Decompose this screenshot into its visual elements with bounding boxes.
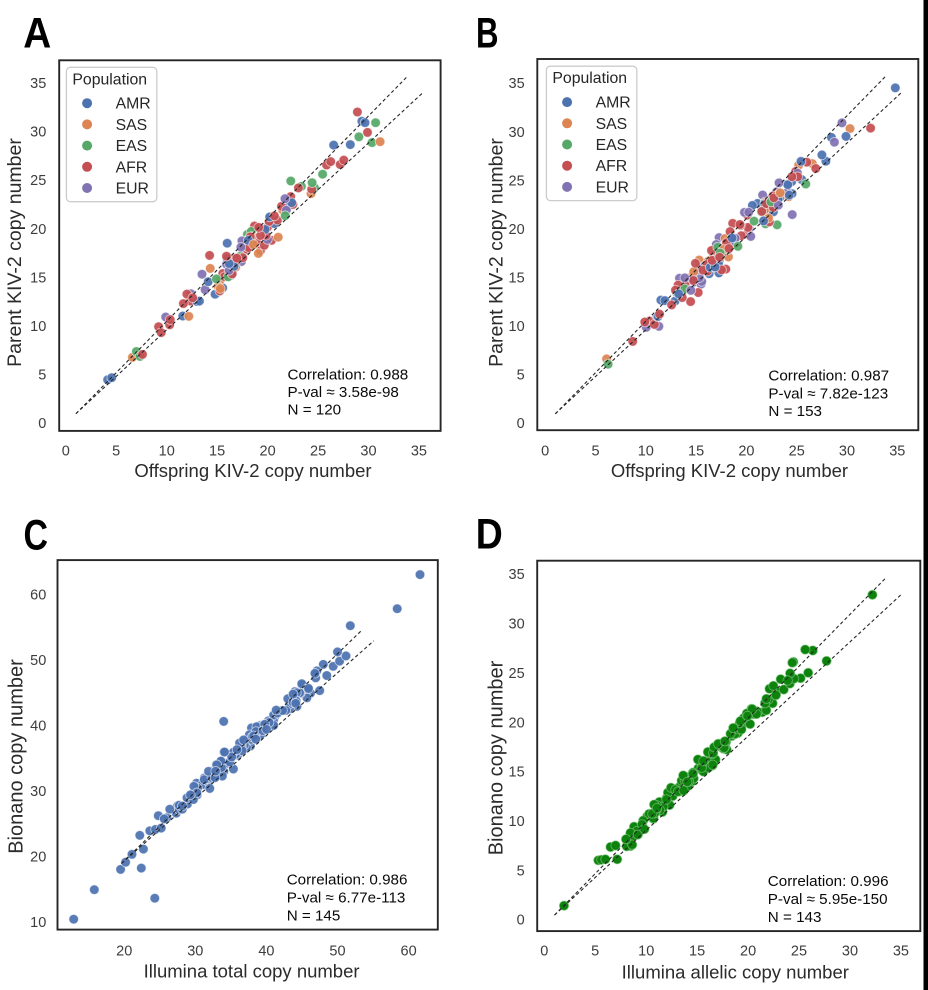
svg-text:Correlation: 0.996: Correlation: 0.996: [768, 873, 889, 890]
svg-text:Illumina total copy number: Illumina total copy number: [144, 961, 360, 982]
svg-text:20: 20: [509, 715, 525, 731]
svg-text:25: 25: [310, 443, 326, 459]
svg-text:20: 20: [116, 943, 132, 959]
svg-text:Correlation: 0.986: Correlation: 0.986: [287, 871, 408, 888]
svg-text:15: 15: [30, 270, 46, 286]
svg-text:35: 35: [893, 943, 909, 959]
svg-text:15: 15: [689, 943, 705, 959]
svg-text:5: 5: [591, 943, 599, 959]
svg-text:40: 40: [30, 719, 46, 735]
svg-text:0: 0: [541, 443, 549, 459]
svg-text:25: 25: [791, 943, 807, 959]
svg-text:AFR: AFR: [596, 158, 628, 175]
svg-text:Bionano copy number: Bionano copy number: [6, 659, 28, 854]
svg-text:SAS: SAS: [596, 116, 628, 133]
svg-text:60: 60: [30, 588, 46, 604]
svg-text:35: 35: [509, 76, 525, 92]
svg-text:20: 20: [30, 222, 46, 238]
svg-text:AFR: AFR: [116, 159, 148, 176]
svg-text:30: 30: [839, 443, 855, 459]
svg-text:SAS: SAS: [116, 117, 148, 134]
svg-text:40: 40: [258, 943, 274, 959]
svg-text:EUR: EUR: [596, 179, 629, 196]
svg-text:30: 30: [842, 943, 858, 959]
svg-text:10: 10: [638, 443, 654, 459]
svg-text:20: 20: [509, 222, 525, 238]
svg-text:50: 50: [329, 943, 345, 959]
svg-text:35: 35: [509, 567, 525, 583]
svg-text:15: 15: [509, 271, 525, 287]
svg-text:10: 10: [30, 915, 46, 931]
svg-text:D: D: [476, 511, 503, 559]
svg-text:25: 25: [509, 666, 525, 682]
svg-text:Population: Population: [552, 70, 627, 87]
svg-text:5: 5: [517, 863, 525, 879]
svg-text:35: 35: [30, 76, 46, 92]
svg-text:AMR: AMR: [116, 96, 151, 113]
svg-text:0: 0: [38, 416, 46, 432]
svg-text:30: 30: [509, 617, 525, 633]
svg-text:Correlation: 0.988: Correlation: 0.988: [288, 367, 409, 384]
svg-text:P-val ≈ 5.95e-150: P-val ≈ 5.95e-150: [768, 891, 888, 908]
svg-text:AMR: AMR: [596, 95, 631, 112]
svg-text:20: 20: [738, 443, 754, 459]
svg-text:10: 10: [638, 943, 654, 959]
svg-text:Bionano copy number: Bionano copy number: [486, 660, 508, 855]
svg-text:N = 153: N = 153: [768, 403, 822, 420]
svg-text:30: 30: [360, 443, 376, 459]
svg-text:35: 35: [889, 443, 905, 459]
svg-text:5: 5: [112, 443, 120, 459]
svg-text:P-val ≈ 3.58e-98: P-val ≈ 3.58e-98: [288, 384, 399, 401]
svg-text:N = 145: N = 145: [287, 907, 341, 924]
svg-text:15: 15: [688, 443, 704, 459]
svg-text:EUR: EUR: [116, 181, 149, 198]
svg-text:15: 15: [509, 765, 525, 781]
svg-text:Offspring KIV-2 copy number: Offspring KIV-2 copy number: [134, 460, 371, 481]
svg-text:25: 25: [30, 173, 46, 189]
svg-text:60: 60: [401, 943, 417, 959]
svg-text:0: 0: [517, 913, 525, 929]
svg-text:30: 30: [187, 943, 203, 959]
svg-text:0: 0: [517, 416, 525, 432]
svg-text:30: 30: [509, 125, 525, 141]
svg-text:20: 20: [740, 943, 756, 959]
svg-text:10: 10: [159, 443, 175, 459]
svg-text:30: 30: [30, 125, 46, 141]
svg-text:0: 0: [540, 943, 548, 959]
svg-text:10: 10: [30, 319, 46, 335]
svg-text:25: 25: [509, 173, 525, 189]
svg-text:Parent KIV-2 copy number: Parent KIV-2 copy number: [4, 138, 26, 367]
svg-text:10: 10: [509, 814, 525, 830]
svg-text:35: 35: [411, 443, 427, 459]
svg-text:0: 0: [62, 443, 70, 459]
svg-text:C: C: [24, 511, 49, 559]
svg-text:EAS: EAS: [116, 138, 148, 155]
svg-text:20: 20: [260, 443, 276, 459]
svg-text:N = 120: N = 120: [288, 402, 342, 419]
svg-text:EAS: EAS: [596, 137, 628, 154]
svg-text:Parent KIV-2 copy number: Parent KIV-2 copy number: [486, 138, 508, 367]
svg-text:A: A: [23, 9, 51, 57]
svg-text:5: 5: [517, 368, 525, 384]
svg-text:Illumina allelic copy number: Illumina allelic copy number: [622, 962, 849, 983]
svg-text:B: B: [476, 9, 499, 57]
svg-text:25: 25: [789, 443, 805, 459]
svg-text:50: 50: [30, 653, 46, 669]
svg-text:P-val ≈ 7.82e-123: P-val ≈ 7.82e-123: [768, 386, 888, 403]
svg-text:Population: Population: [72, 71, 147, 88]
svg-text:10: 10: [509, 319, 525, 335]
svg-text:5: 5: [591, 443, 599, 459]
svg-text:30: 30: [30, 784, 46, 800]
svg-text:Correlation: 0.987: Correlation: 0.987: [768, 367, 889, 384]
svg-text:N = 143: N = 143: [768, 909, 822, 926]
svg-text:5: 5: [38, 368, 46, 384]
svg-text:P-val ≈ 6.77e-113: P-val ≈ 6.77e-113: [287, 890, 406, 907]
svg-text:15: 15: [209, 443, 225, 459]
svg-text:20: 20: [30, 850, 46, 866]
svg-text:Offspring KIV-2 copy number: Offspring KIV-2 copy number: [611, 460, 848, 481]
